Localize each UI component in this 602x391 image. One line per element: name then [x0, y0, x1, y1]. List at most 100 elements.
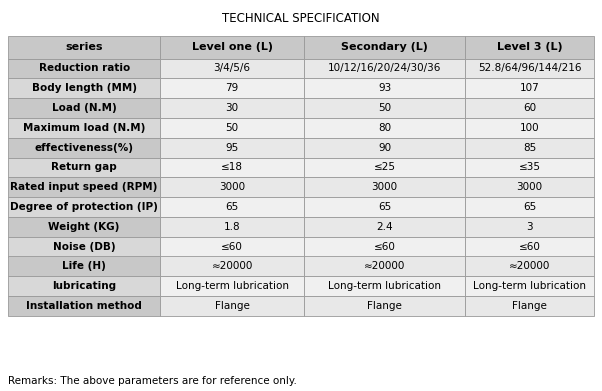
- Bar: [465, 276, 594, 296]
- Text: 30: 30: [226, 103, 239, 113]
- Text: Flange: Flange: [512, 301, 547, 311]
- Text: TECHNICAL SPECIFICATION: TECHNICAL SPECIFICATION: [222, 13, 380, 25]
- Text: 79: 79: [226, 83, 239, 93]
- Bar: [304, 98, 465, 118]
- Text: Flange: Flange: [367, 301, 402, 311]
- Text: 80: 80: [378, 123, 391, 133]
- Text: 10/12/16/20/24/30/36: 10/12/16/20/24/30/36: [328, 63, 441, 74]
- Text: effectiveness(%): effectiveness(%): [35, 143, 134, 152]
- Text: 3000: 3000: [219, 182, 245, 192]
- Bar: [465, 118, 594, 138]
- Bar: [8, 197, 160, 217]
- Text: Remarks: The above parameters are for reference only.: Remarks: The above parameters are for re…: [8, 376, 297, 386]
- Text: lubricating: lubricating: [52, 281, 116, 291]
- Text: ≤60: ≤60: [374, 242, 396, 251]
- Bar: [8, 59, 160, 78]
- Text: 1.8: 1.8: [224, 222, 240, 232]
- Text: 100: 100: [520, 123, 539, 133]
- Bar: [8, 256, 160, 276]
- Bar: [465, 158, 594, 177]
- Bar: [304, 276, 465, 296]
- Bar: [160, 237, 304, 256]
- Text: 90: 90: [378, 143, 391, 152]
- Bar: [304, 59, 465, 78]
- Bar: [160, 177, 304, 197]
- Text: Installation method: Installation method: [26, 301, 142, 311]
- Text: 3000: 3000: [371, 182, 397, 192]
- Bar: [8, 36, 160, 59]
- Bar: [304, 36, 465, 59]
- Bar: [465, 197, 594, 217]
- Text: series: series: [66, 42, 103, 52]
- Text: Reduction ratio: Reduction ratio: [39, 63, 130, 74]
- Bar: [8, 237, 160, 256]
- Bar: [465, 296, 594, 316]
- Text: 3000: 3000: [517, 182, 542, 192]
- Text: 107: 107: [520, 83, 539, 93]
- Text: ≤18: ≤18: [221, 162, 243, 172]
- Bar: [304, 197, 465, 217]
- Text: 50: 50: [226, 123, 239, 133]
- Text: Return gap: Return gap: [51, 162, 117, 172]
- Bar: [465, 98, 594, 118]
- Bar: [160, 256, 304, 276]
- Text: 2.4: 2.4: [376, 222, 393, 232]
- Bar: [160, 138, 304, 158]
- Bar: [8, 217, 160, 237]
- Bar: [160, 36, 304, 59]
- Text: 93: 93: [378, 83, 391, 93]
- Bar: [465, 256, 594, 276]
- Bar: [304, 118, 465, 138]
- Bar: [8, 296, 160, 316]
- Bar: [8, 158, 160, 177]
- Text: 65: 65: [523, 202, 536, 212]
- Bar: [160, 197, 304, 217]
- Bar: [160, 158, 304, 177]
- Text: ≤60: ≤60: [221, 242, 243, 251]
- Text: ≈20000: ≈20000: [509, 262, 550, 271]
- Bar: [160, 59, 304, 78]
- Bar: [160, 98, 304, 118]
- Text: ≤25: ≤25: [373, 162, 396, 172]
- Text: ≤35: ≤35: [518, 162, 541, 172]
- Bar: [160, 118, 304, 138]
- Bar: [160, 78, 304, 98]
- Text: 50: 50: [378, 103, 391, 113]
- Bar: [465, 59, 594, 78]
- Bar: [304, 138, 465, 158]
- Bar: [160, 296, 304, 316]
- Text: Long-term lubrication: Long-term lubrication: [473, 281, 586, 291]
- Text: ≈20000: ≈20000: [211, 262, 253, 271]
- Text: Long-term lubrication: Long-term lubrication: [176, 281, 288, 291]
- Text: 95: 95: [226, 143, 239, 152]
- Text: Maximum load (N.M): Maximum load (N.M): [23, 123, 145, 133]
- Bar: [465, 36, 594, 59]
- Text: Life (H): Life (H): [62, 262, 106, 271]
- Bar: [465, 217, 594, 237]
- Bar: [8, 78, 160, 98]
- Text: Secondary (L): Secondary (L): [341, 42, 428, 52]
- Bar: [304, 217, 465, 237]
- Bar: [304, 256, 465, 276]
- Bar: [465, 138, 594, 158]
- Bar: [465, 177, 594, 197]
- Bar: [8, 118, 160, 138]
- Bar: [8, 276, 160, 296]
- Bar: [465, 237, 594, 256]
- Bar: [8, 177, 160, 197]
- Text: 3/4/5/6: 3/4/5/6: [214, 63, 250, 74]
- Text: ≤60: ≤60: [518, 242, 541, 251]
- Text: 65: 65: [378, 202, 391, 212]
- Text: Rated input speed (RPM): Rated input speed (RPM): [10, 182, 158, 192]
- Text: Weight (KG): Weight (KG): [49, 222, 120, 232]
- Bar: [160, 217, 304, 237]
- Bar: [8, 138, 160, 158]
- Text: Level one (L): Level one (L): [191, 42, 273, 52]
- Bar: [304, 158, 465, 177]
- Text: 60: 60: [523, 103, 536, 113]
- Text: Long-term lubrication: Long-term lubrication: [328, 281, 441, 291]
- Text: 85: 85: [523, 143, 536, 152]
- Text: Flange: Flange: [215, 301, 250, 311]
- Text: Level 3 (L): Level 3 (L): [497, 42, 562, 52]
- Bar: [160, 276, 304, 296]
